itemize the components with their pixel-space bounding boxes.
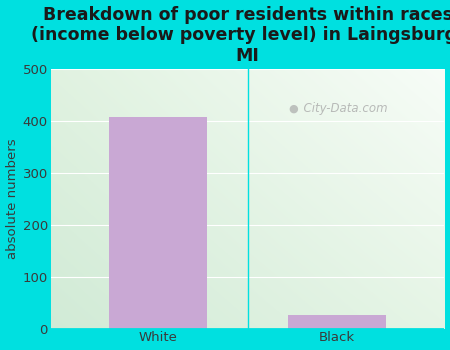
Text: City-Data.com: City-Data.com (296, 102, 388, 115)
Bar (109, 117, 207, 329)
Title: Breakdown of poor residents within races
(income below poverty level) in Laingsb: Breakdown of poor residents within races… (32, 6, 450, 65)
Bar (288, 315, 386, 329)
Y-axis label: absolute numbers: absolute numbers (5, 139, 18, 259)
Text: ●: ● (288, 103, 298, 113)
